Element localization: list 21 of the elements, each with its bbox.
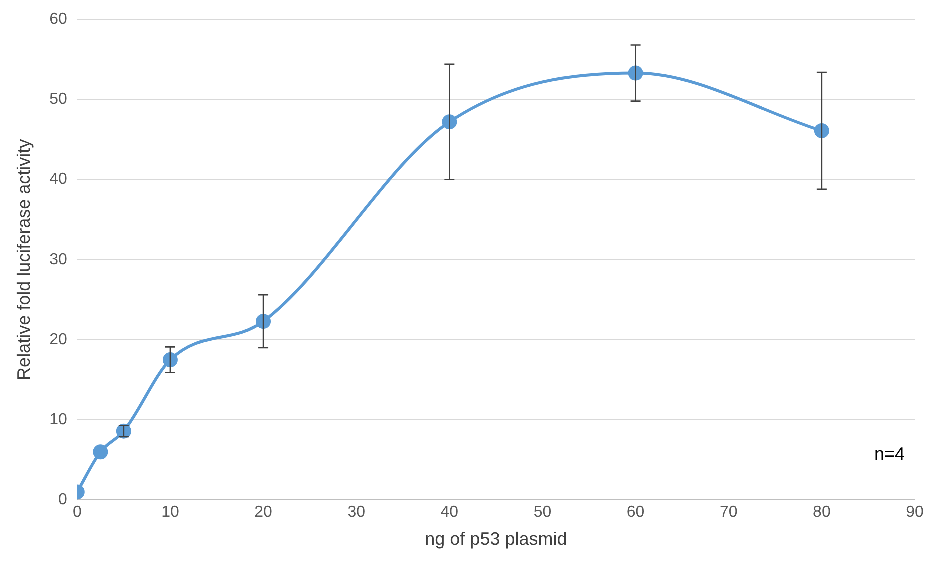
y-tick-label: 50	[50, 91, 68, 108]
y-tick-label: 20	[50, 331, 68, 348]
x-axis-title: ng of p53 plasmid	[425, 529, 568, 550]
point	[93, 444, 108, 460]
y-tick-label: 0	[58, 492, 68, 509]
x-tick-label: 70	[720, 504, 738, 522]
y-tick-label: 30	[50, 251, 68, 268]
annotation: n=4	[874, 444, 905, 464]
x-tick-label: 0	[72, 504, 82, 522]
x-tick-label: 30	[348, 504, 366, 522]
x-tick-label: 60	[626, 504, 645, 522]
y-tick-label: 60	[50, 11, 68, 28]
y-axis-title: Relative fold luciferase activity	[14, 139, 34, 380]
y-tick-label: 10	[50, 412, 68, 429]
x-tick-label: 40	[440, 504, 459, 522]
x-tick-label: 90	[906, 504, 924, 522]
x-tick-label: 50	[534, 504, 552, 522]
y-tick-label: 40	[50, 171, 68, 188]
x-tick-label: 10	[162, 504, 180, 522]
x-tick-label: 80	[813, 504, 831, 522]
x-tick-label: 20	[254, 504, 273, 522]
